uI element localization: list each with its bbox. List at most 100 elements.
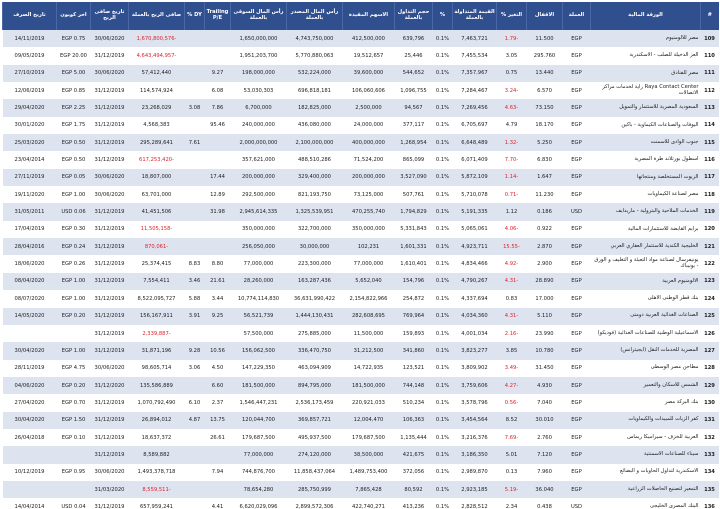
listed-shares: 5,652,040	[342, 272, 395, 291]
table-row[interactable]: 122 يونيفرسال لصناعة مواد التعبئة و التغل…	[2, 255, 719, 273]
table-row[interactable]: 124 بنك قطر الوطنى الاهلى EGP 17.000 0.83 4,3…	[2, 290, 719, 308]
table-row[interactable]: 131 كفر الزيات للمبيدات والكيماويات EGP 30.…	[2, 411, 719, 429]
table-row[interactable]: 136 البنك المصرى الخليجى USD 0.438 2.34 2,828…	[2, 498, 719, 509]
security-name[interactable]: الخدمات الملاحية والبترولية - ماريدايف	[590, 203, 701, 221]
security-name[interactable]: الالومنيوم العربية	[590, 272, 701, 291]
table-row[interactable]: 132 العربية للخزف - سيراميكا ريماس EGP 2.76…	[2, 428, 719, 447]
net-profit: 18,807,000	[128, 168, 185, 187]
table-row[interactable]: 125 الصناعات الغذائية العربية دومتى EGP 5.1…	[2, 307, 719, 325]
col-header[interactable]: القيمة المتداولة بالعملة	[452, 2, 497, 30]
security-name[interactable]: جنوب الوادى للاسمنت	[590, 134, 701, 152]
security-name[interactable]: الصناعات الغذائية العربية دومتى	[590, 307, 701, 325]
security-name[interactable]: مصر لصناعة الكيماويات	[590, 186, 701, 204]
table-row[interactable]: 121 الخليجية الكندية للاستثمار العقاري ال…	[2, 238, 719, 256]
last-coupon: EGP 1.50	[56, 411, 91, 429]
col-header[interactable]: #	[700, 2, 719, 30]
security-name[interactable]: الشمس للاسكان والتعمير	[590, 376, 701, 395]
security-name[interactable]: يونيفرسال لصناعة مواد التعبئة و التغليف …	[590, 255, 701, 273]
security-name[interactable]: Raya Contact Center راية لخدمات مراكز ال…	[590, 82, 701, 100]
table-row[interactable]: 112 Raya Contact Center راية لخدمات مراكز…	[2, 82, 719, 100]
net-profit-date: 31/12/2019	[90, 290, 129, 308]
col-header[interactable]: صافى الربح بالعملة	[128, 2, 185, 30]
table-row[interactable]: 135 التمعير لتصنيع الحاصلات الزراعية EGP 36…	[2, 480, 719, 499]
table-row[interactable]: 117 الزيوت المستخلصة ومنتجاتها EGP 1.647 -1.…	[2, 168, 719, 187]
issued-capital: 894,795,000	[286, 376, 343, 395]
security-name[interactable]: مطاحن مصر الوسطى	[590, 359, 701, 377]
table-row[interactable]: 110 العز الدخيلة للصلب - الاسكندرية EGP 295…	[2, 47, 719, 65]
listed-shares: 2,154,822,966	[342, 290, 395, 308]
col-header[interactable]: الاسهم المقيدة	[342, 2, 395, 30]
change-pct: -1.79	[496, 30, 527, 48]
security-name[interactable]: سيناء للصناعات الاسمنتية	[590, 446, 701, 464]
col-header[interactable]: %	[432, 2, 453, 30]
security-name[interactable]: برايم القابضة للاستثمارات المالية	[590, 220, 701, 239]
col-header[interactable]: العملة	[562, 2, 591, 30]
table-row[interactable]: 123 الالومنيوم العربية EGP 28.890 -4.31 4,790…	[2, 272, 719, 291]
security-name[interactable]: الزيوت المستخلصة ومنتجاتها	[590, 168, 701, 187]
security-name[interactable]: كفر الزيات للمبيدات والكيماويات	[590, 411, 701, 429]
table-row[interactable]: 114 اليوفات والصناعات الكيماوية - باكين EG…	[2, 116, 719, 135]
security-name[interactable]: التمعير لتصنيع الحاصلات الزراعية	[590, 480, 701, 499]
security-name[interactable]: المصرية للخدمات النقل (ايجيترانس)	[590, 342, 701, 360]
change-pct: -0.71	[496, 186, 527, 204]
col-header[interactable]: رأس المال المصدر بالعملة	[286, 2, 343, 30]
net-profit: 26,894,012	[128, 411, 185, 429]
col-header[interactable]: تاريخ صافى الربح	[90, 2, 129, 30]
security-name[interactable]: العز الدخيلة للصلب - الاسكندرية	[590, 47, 701, 65]
table-row[interactable]: 113 السعودية المصرية للاستثمار والتمويل EG…	[2, 99, 719, 117]
security-name[interactable]: اسطول بورتلاند طرة المصرية	[590, 151, 701, 169]
security-name[interactable]: البنك المصرى الخليجى	[590, 498, 701, 509]
listed-shares: 19,512,657	[342, 47, 395, 65]
security-name[interactable]: الاسماعيلية الوطنية للصناعات الغذائية (ف…	[590, 324, 701, 343]
security-name[interactable]: الاسكندرية لتداول الحاويات و البضائع	[590, 463, 701, 481]
security-name[interactable]: بنك البركة مصر	[590, 394, 701, 412]
table-row[interactable]: 119 الخدمات الملاحية والبترولية - ماريداي…	[2, 203, 719, 221]
security-name[interactable]: العربية للخزف - سيراميكا ريماس	[590, 428, 701, 447]
table-row[interactable]: 127 المصرية للخدمات النقل (ايجيترانس) EGP 1…	[2, 342, 719, 360]
net-profit: 657,959,241	[128, 498, 185, 509]
table-row[interactable]: 115 جنوب الوادى للاسمنت EGP 5.250 -1.32 6,648…	[2, 134, 719, 152]
col-header[interactable]: الورقة المالية	[590, 2, 701, 30]
table-row[interactable]: 134 الاسكندرية لتداول الحاويات و البضائع E…	[2, 463, 719, 481]
market-cap: 292,500,000	[230, 186, 287, 204]
trailing-pe: 4.41	[204, 498, 231, 509]
col-header[interactable]: اخر كوبون	[56, 2, 91, 30]
traded-share: 0.1%	[432, 134, 453, 152]
security-name[interactable]: مصر للفنادق	[590, 64, 701, 83]
change-pct: 5.01	[496, 446, 527, 464]
col-header[interactable]: Trailing P/E	[204, 2, 231, 30]
traded-volume: 159,893	[394, 324, 433, 343]
net-profit: 135,586,889	[128, 376, 185, 395]
change-pct: 0.13	[496, 463, 527, 481]
table-row[interactable]: 111 مصر للفنادق EGP 13.440 0.75 7,357,967 0.1%…	[2, 64, 719, 83]
col-header[interactable]: التغير %	[496, 2, 527, 30]
col-header[interactable]: رأس المال السوقى بالعملة	[230, 2, 287, 30]
table-row[interactable]: 133 سيناء للصناعات الاسمنتية EGP 7.120 5.01 3…	[2, 446, 719, 464]
net-profit-date: 31/12/2019	[90, 82, 129, 100]
table-row[interactable]: 129 الشمس للاسكان والتعمير EGP 4.930 -4.27 3,…	[2, 376, 719, 395]
table-row[interactable]: 109 مصر للالومنيوم EGP 11.500 -1.79 7,463,721…	[2, 30, 719, 48]
table-row[interactable]: 120 برايم القابضة للاستثمارات المالية EGP 0…	[2, 220, 719, 239]
traded-value: 3,759,606	[452, 376, 497, 395]
security-name[interactable]: مصر للالومنيوم	[590, 30, 701, 48]
last-coupon: EGP 0.85	[56, 82, 91, 100]
table-row[interactable]: 130 بنك البركة مصر EGP 7.040 -0.56 3,578,796 0…	[2, 394, 719, 412]
issued-capital: 532,224,000	[286, 64, 343, 83]
table-row[interactable]: 116 اسطول بورتلاند طرة المصرية EGP 6.830 -7.…	[2, 151, 719, 169]
change-pct: -2.16	[496, 324, 527, 343]
security-name[interactable]: بنك قطر الوطنى الاهلى	[590, 290, 701, 308]
row-index: 123	[700, 272, 719, 291]
col-header[interactable]: DY %	[184, 2, 205, 30]
table-row[interactable]: 118 مصر لصناعة الكيماويات EGP 11.230 -0.71 5,…	[2, 186, 719, 204]
security-name[interactable]: السعودية المصرية للاستثمار والتمويل	[590, 99, 701, 117]
table-row[interactable]: 128 مطاحن مصر الوسطى EGP 31.450 -3.49 3,809,9…	[2, 359, 719, 377]
security-name[interactable]: اليوفات والصناعات الكيماوية - باكين	[590, 116, 701, 135]
col-header[interactable]: تاريخ الصرف	[2, 2, 57, 30]
traded-volume: 1,096,755	[394, 82, 433, 100]
col-header[interactable]: حجم التداول بالعملة	[394, 2, 433, 30]
table-row[interactable]: 126 الاسماعيلية الوطنية للصناعات الغذائية…	[2, 324, 719, 343]
currency: EGP	[562, 394, 591, 412]
security-name[interactable]: الخليجية الكندية للاستثمار العقاري العرب…	[590, 238, 701, 256]
market-cap: 147,229,350	[230, 359, 287, 377]
col-header[interactable]: الاقفال	[526, 2, 563, 30]
